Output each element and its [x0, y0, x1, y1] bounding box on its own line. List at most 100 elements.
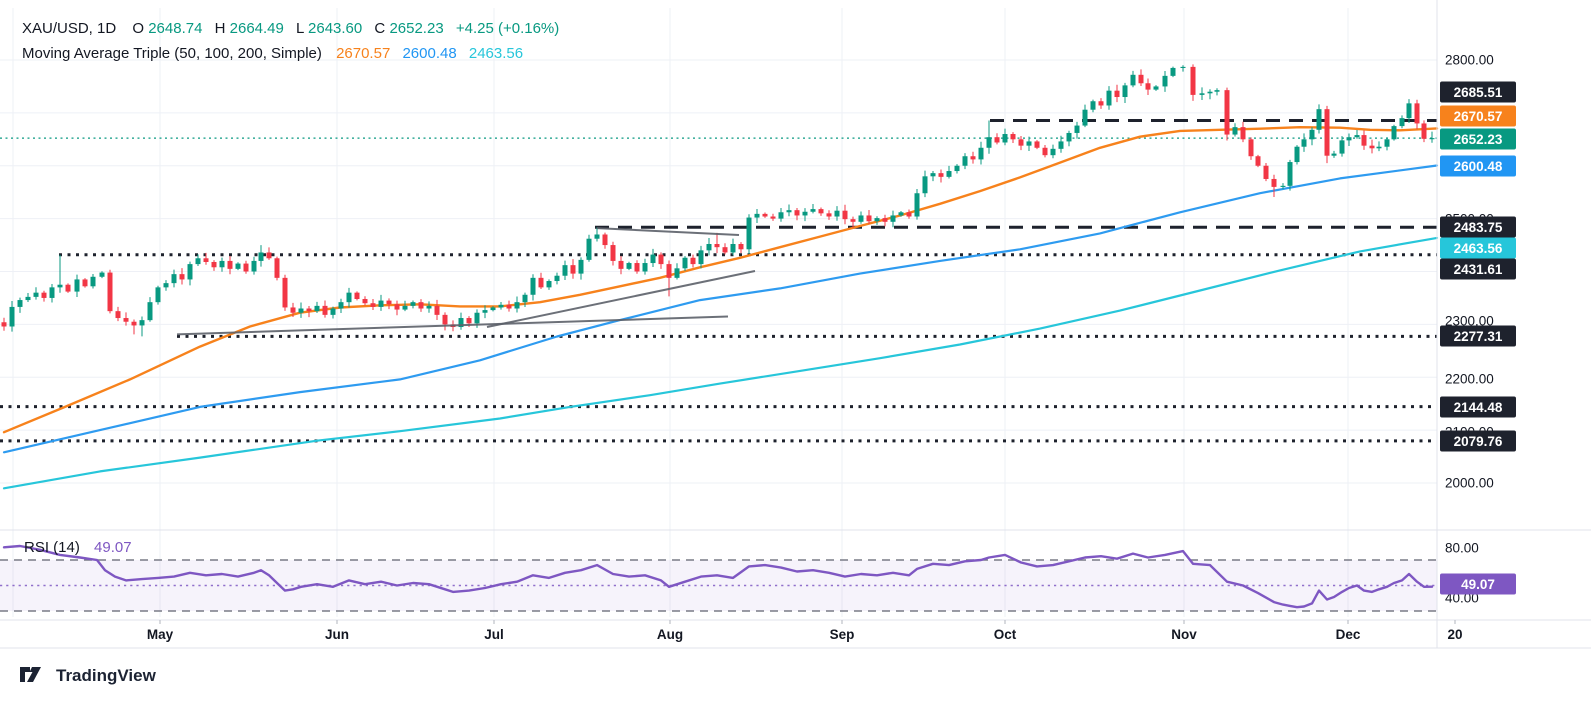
candle-body: [1255, 156, 1261, 166]
time-axis-label[interactable]: Aug: [657, 627, 683, 642]
candle-body: [1026, 141, 1032, 146]
candle-body: [211, 261, 217, 268]
ma-legend-row[interactable]: Moving Average Triple (50, 100, 200, Sim…: [22, 45, 523, 62]
time-axis-label[interactable]: Jun: [325, 627, 349, 642]
candle-body: [1369, 145, 1375, 149]
time-axis[interactable]: May Jun Jul Aug Sep Oct Nov Dec 20: [147, 620, 1463, 642]
time-axis-label[interactable]: Dec: [1336, 627, 1361, 642]
candle-body: [1153, 86, 1159, 90]
candle-body: [682, 257, 688, 269]
price-label[interactable]: [1440, 105, 1516, 127]
candle-body: [554, 275, 560, 282]
candle-body: [1391, 126, 1397, 140]
candle-body: [195, 258, 201, 265]
ma100-value: 2600.48: [402, 45, 456, 62]
ma200-value: 2463.56: [469, 45, 523, 62]
tradingview-logo-icon: [20, 667, 41, 682]
price-label-text: 2483.75: [1454, 220, 1503, 235]
price-label[interactable]: [1440, 216, 1516, 238]
ma50-value: 2670.57: [336, 45, 390, 62]
symbol-title[interactable]: XAU/USD, 1D: [22, 20, 116, 37]
candle-body: [578, 259, 584, 274]
ma-indicator-title[interactable]: Moving Average Triple (50, 100, 200, Sim…: [22, 45, 322, 62]
price-axis-tick[interactable]: 2800.00: [1445, 53, 1494, 68]
trendline[interactable]: [176, 315, 729, 336]
price-axis-tick[interactable]: 2000.00: [1445, 476, 1494, 491]
moving-averages: [2, 125, 1439, 490]
price-label[interactable]: [1440, 430, 1516, 452]
candle-body: [402, 305, 408, 310]
legend[interactable]: XAU/USD, 1D O 2648.74 H 2664.49 L 2643.6…: [22, 20, 559, 556]
time-axis-label[interactable]: 20: [1447, 627, 1462, 642]
candle-body: [874, 218, 880, 222]
candle-body: [1271, 178, 1277, 187]
price-label-text: 2431.61: [1454, 262, 1503, 277]
candle-body: [922, 176, 928, 194]
candle-body: [322, 305, 328, 315]
price-axis-tick[interactable]: 2300.00: [1445, 314, 1494, 329]
ma50-line: [2, 125, 1439, 434]
horizontal-levels[interactable]: [0, 119, 1437, 443]
candle-body: [1294, 146, 1300, 163]
time-axis-label[interactable]: Sep: [830, 627, 855, 642]
candle-body: [1414, 103, 1420, 124]
trendlines[interactable]: [176, 227, 756, 336]
trendline[interactable]: [596, 227, 740, 237]
candle-body: [1429, 138, 1435, 140]
time-axis-label[interactable]: May: [147, 627, 174, 642]
candle-body: [147, 302, 153, 321]
candle-body: [458, 318, 464, 328]
candle-body: [1066, 132, 1072, 142]
candle-body: [362, 298, 368, 304]
price-label[interactable]: [1440, 237, 1516, 259]
candle-body: [314, 305, 320, 312]
time-axis-label[interactable]: Oct: [994, 627, 1017, 642]
candle-body: [266, 252, 272, 259]
rsi-line: [2, 544, 1434, 609]
candle-body: [1130, 74, 1136, 86]
price-label[interactable]: [1440, 396, 1516, 418]
low-key: L: [296, 20, 304, 37]
candle-body: [330, 308, 336, 315]
candle-body: [866, 215, 872, 222]
change-value: +4.25 (+0.16%): [456, 20, 559, 37]
candle-body: [794, 210, 800, 216]
price-label-text: 2463.56: [1454, 241, 1503, 256]
candle-body: [482, 310, 488, 313]
candle-body: [746, 217, 752, 250]
price-label[interactable]: [1440, 325, 1516, 347]
rsi-indicator-title[interactable]: RSI (14): [24, 539, 80, 556]
pane-separators[interactable]: [0, 0, 1591, 649]
candle-body: [994, 137, 1000, 143]
high-key: H: [215, 20, 226, 37]
price-label[interactable]: [1440, 573, 1516, 595]
time-axis-label[interactable]: Jul: [484, 627, 504, 642]
price-label-text: 2685.51: [1454, 85, 1503, 100]
candle-body: [906, 212, 912, 217]
price-label[interactable]: [1440, 81, 1516, 103]
price-label[interactable]: [1440, 155, 1516, 177]
candle-body: [538, 277, 544, 288]
candle-body: [25, 296, 31, 301]
time-axis-label[interactable]: Nov: [1171, 627, 1197, 642]
price-axis-tick[interactable]: 2200.00: [1445, 372, 1494, 387]
candle-body: [282, 277, 288, 308]
candle-body: [898, 212, 904, 216]
price-axis[interactable]: 2800.002500.002300.002200.002100.002000.…: [1440, 53, 1516, 606]
candle-body: [33, 292, 39, 297]
candle-body: [762, 213, 768, 217]
candle-body: [970, 156, 976, 160]
trendline[interactable]: [486, 269, 756, 328]
rsi-legend-row[interactable]: RSI (14) 49.07: [24, 539, 132, 556]
tradingview-logo[interactable]: TradingView: [20, 666, 157, 685]
candle-body: [778, 212, 784, 219]
candle-body: [842, 210, 848, 220]
price-label[interactable]: [1440, 258, 1516, 280]
rsi-axis-tick[interactable]: 80.00: [1445, 541, 1479, 556]
symbol-legend-row[interactable]: XAU/USD, 1D O 2648.74 H 2664.49 L 2643.6…: [22, 20, 559, 37]
candle-body: [474, 312, 480, 324]
candle-body: [1406, 103, 1412, 119]
candle-body: [394, 304, 400, 310]
price-label[interactable]: [1440, 128, 1516, 150]
